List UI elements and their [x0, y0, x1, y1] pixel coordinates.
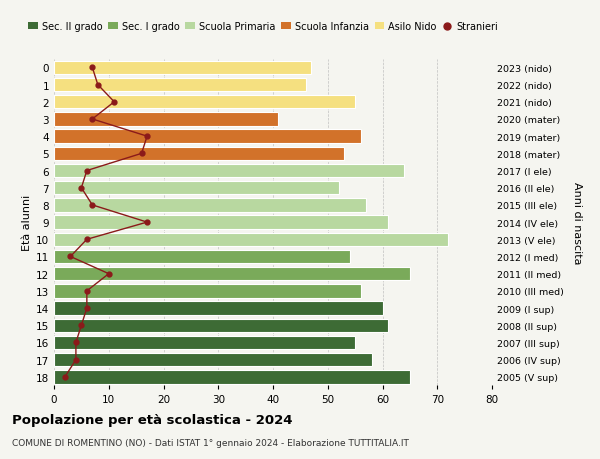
Bar — [54, 233, 448, 246]
Text: COMUNE DI ROMENTINO (NO) - Dati ISTAT 1° gennaio 2024 - Elaborazione TUTTITALIA.: COMUNE DI ROMENTINO (NO) - Dati ISTAT 1°… — [12, 438, 409, 448]
Bar — [54, 164, 404, 178]
Bar — [54, 285, 361, 298]
Bar — [54, 113, 278, 126]
Bar — [54, 182, 338, 195]
Bar — [54, 250, 350, 263]
Y-axis label: Anni di nascita: Anni di nascita — [572, 181, 582, 264]
Y-axis label: Età alunni: Età alunni — [22, 195, 32, 251]
Bar — [54, 336, 355, 349]
Bar — [54, 62, 311, 75]
Bar — [54, 302, 383, 315]
Bar — [54, 353, 371, 367]
Bar — [54, 147, 344, 161]
Legend: Sec. II grado, Sec. I grado, Scuola Primaria, Scuola Infanzia, Asilo Nido, Stran: Sec. II grado, Sec. I grado, Scuola Prim… — [28, 22, 498, 32]
Bar — [54, 130, 361, 144]
Bar — [54, 199, 366, 212]
Bar — [54, 96, 355, 109]
Bar — [54, 216, 388, 230]
Bar — [54, 370, 410, 384]
Bar — [54, 268, 410, 281]
Bar — [54, 319, 388, 332]
Bar — [54, 78, 306, 92]
Text: Popolazione per età scolastica - 2024: Popolazione per età scolastica - 2024 — [12, 413, 293, 426]
